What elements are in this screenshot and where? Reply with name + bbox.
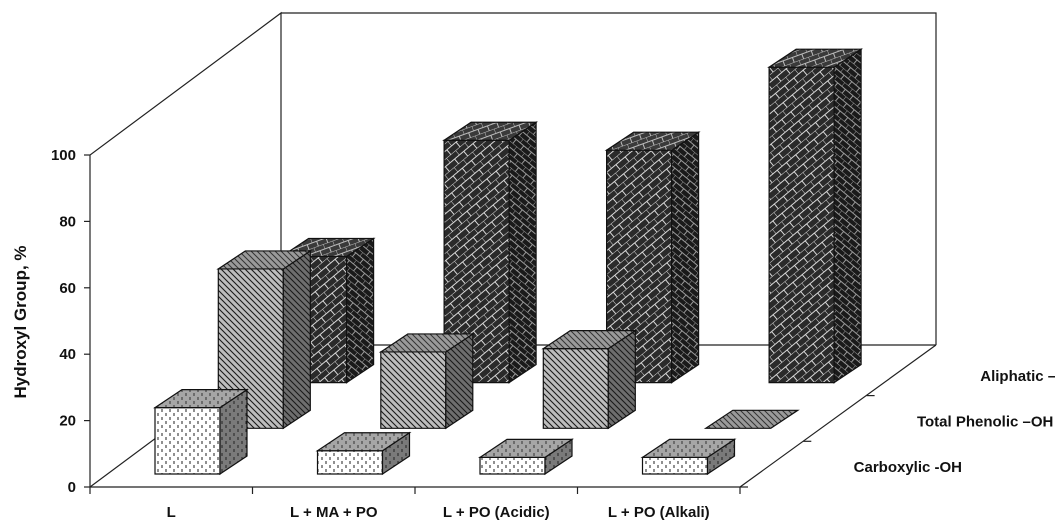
y-tick-label: 100 — [51, 147, 76, 164]
bar-top — [315, 432, 412, 452]
bar-front — [154, 407, 221, 475]
bar-top — [478, 438, 574, 458]
bar-top — [541, 330, 638, 350]
x-category-label: L + PO (Acidic) — [443, 504, 550, 521]
bar — [153, 388, 249, 476]
bar-side — [508, 121, 537, 384]
bar — [604, 131, 701, 384]
bar-top — [442, 121, 539, 141]
series-label: Carboxylic -OH — [854, 459, 962, 476]
series-label: Aliphatic –OH — [980, 368, 1055, 385]
bar-top — [378, 333, 475, 353]
series-labels: Carboxylic -OH Total Phenolic –OH Aliphati… — [740, 368, 1055, 488]
x-category-label: L + MA + PO — [290, 504, 378, 521]
bars — [153, 48, 864, 476]
x-category-label: L + PO (Alkali) — [608, 504, 710, 521]
bar-front — [316, 450, 384, 475]
series-label: Total Phenolic –OH — [917, 413, 1053, 430]
y-tick-label: 80 — [59, 213, 76, 230]
bar-side — [346, 237, 375, 384]
bar — [442, 121, 539, 384]
left-wall — [89, 11, 282, 487]
bar-top — [604, 131, 701, 151]
bar-front — [768, 66, 835, 384]
back-wall — [281, 12, 937, 345]
y-tick-label: 0 — [68, 479, 76, 496]
bar-front — [380, 351, 447, 429]
bar-side — [670, 131, 700, 384]
y-axis-label: Hydroxyl Group, % — [11, 245, 30, 398]
bar-front — [641, 456, 709, 475]
bar — [216, 249, 313, 430]
bar-top — [153, 389, 249, 409]
bar — [541, 329, 638, 430]
bar-top — [767, 48, 864, 68]
x-category-label: L — [167, 504, 176, 521]
y-tick-label: 20 — [59, 413, 76, 430]
y-tick-label: 60 — [59, 280, 76, 297]
bar — [478, 438, 574, 476]
bar-side — [833, 48, 862, 384]
bar — [315, 431, 412, 476]
y-tick-label: 40 — [59, 346, 76, 363]
bar-side — [282, 249, 311, 430]
bar — [640, 438, 737, 476]
x-axis: L L + MA + PO L + PO (Acidic) L + PO (Alkal… — [89, 487, 741, 521]
bar — [767, 48, 864, 384]
bar-top — [703, 409, 800, 429]
bar-front — [479, 456, 546, 475]
bar — [378, 332, 475, 430]
bar-top — [216, 250, 313, 270]
y-axis: 0 20 40 60 80 100 — [51, 147, 90, 496]
bar-front — [542, 348, 609, 429]
bar — [703, 409, 800, 429]
bar-top — [640, 438, 737, 458]
